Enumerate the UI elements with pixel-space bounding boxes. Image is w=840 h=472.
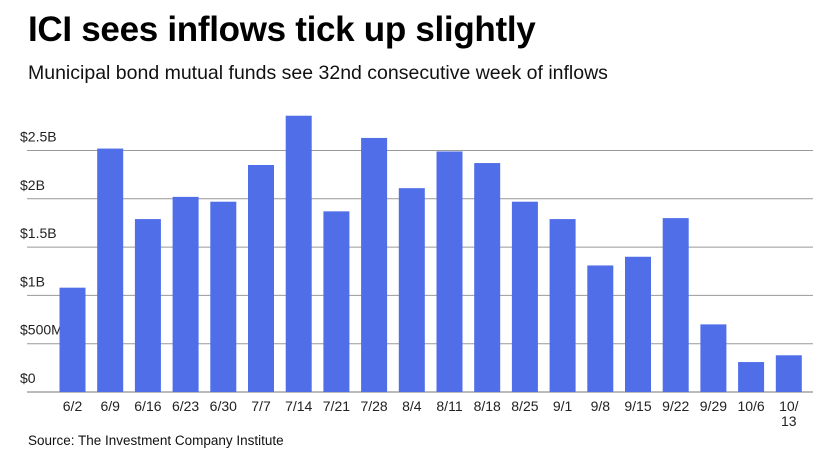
x-tick-label: 6/2 xyxy=(63,398,83,414)
bar-7-7 xyxy=(248,164,274,392)
bar-6-16 xyxy=(134,219,161,392)
x-tick-label: 7/14 xyxy=(285,398,312,414)
bar-9-1 xyxy=(549,219,576,392)
chart-title: ICI sees inflows tick up slightly xyxy=(28,10,536,49)
bar-7-21 xyxy=(323,211,350,392)
bar-7-14 xyxy=(285,115,312,392)
y-tick-label: $1.5B xyxy=(20,225,57,241)
chart-subtitle: Municipal bond mutual funds see 32nd con… xyxy=(28,62,608,84)
x-tick-label: 9/29 xyxy=(700,398,727,414)
x-tick-label: 7/28 xyxy=(360,398,387,414)
y-tick-label: $0 xyxy=(20,370,36,386)
x-tick-label: 9/1 xyxy=(553,398,573,414)
x-tick-label: 9/22 xyxy=(662,398,689,414)
y-tick-label: $2.5B xyxy=(20,129,57,145)
bar-10-13 xyxy=(775,355,802,392)
y-tick-label: $1B xyxy=(20,273,45,289)
bar-9-15 xyxy=(625,256,651,392)
bar-8-11 xyxy=(436,151,463,392)
x-tick-label: 6/9 xyxy=(100,398,120,414)
x-tick-label: 10/6 xyxy=(737,398,764,414)
bar-9-8 xyxy=(587,265,614,392)
bar-10-6 xyxy=(738,362,765,392)
x-tick-label: 8/25 xyxy=(511,398,538,414)
bar-6-9 xyxy=(97,148,124,392)
bar-6-23 xyxy=(172,196,199,392)
bar-9-22 xyxy=(662,218,689,392)
x-tick-label: 8/4 xyxy=(402,398,422,414)
x-tick-label: 9/8 xyxy=(591,398,611,414)
x-tick-label: 6/30 xyxy=(210,398,237,414)
y-tick-label: $500M xyxy=(20,322,63,338)
x-tick-label: 6/23 xyxy=(172,398,199,414)
x-tick-label: 6/16 xyxy=(134,398,161,414)
y-tick-label: $2B xyxy=(20,177,45,193)
x-tick-label: 10/13 xyxy=(779,398,799,429)
bar-9-29 xyxy=(700,324,727,392)
bar-7-28 xyxy=(361,137,388,392)
bar-6-30 xyxy=(210,201,237,392)
x-tick-label: 8/11 xyxy=(436,398,462,414)
x-tick-label: 9/15 xyxy=(624,398,651,414)
x-tick-label: 7/7 xyxy=(251,398,271,414)
x-tick-label: 8/18 xyxy=(474,398,501,414)
bar-6-2 xyxy=(59,287,86,392)
bar-8-25 xyxy=(511,201,538,392)
x-tick-label: 7/21 xyxy=(323,398,350,414)
source-note: Source: The Investment Company Institute xyxy=(28,433,284,448)
bar-8-4 xyxy=(398,188,425,392)
bar-8-18 xyxy=(474,163,501,392)
